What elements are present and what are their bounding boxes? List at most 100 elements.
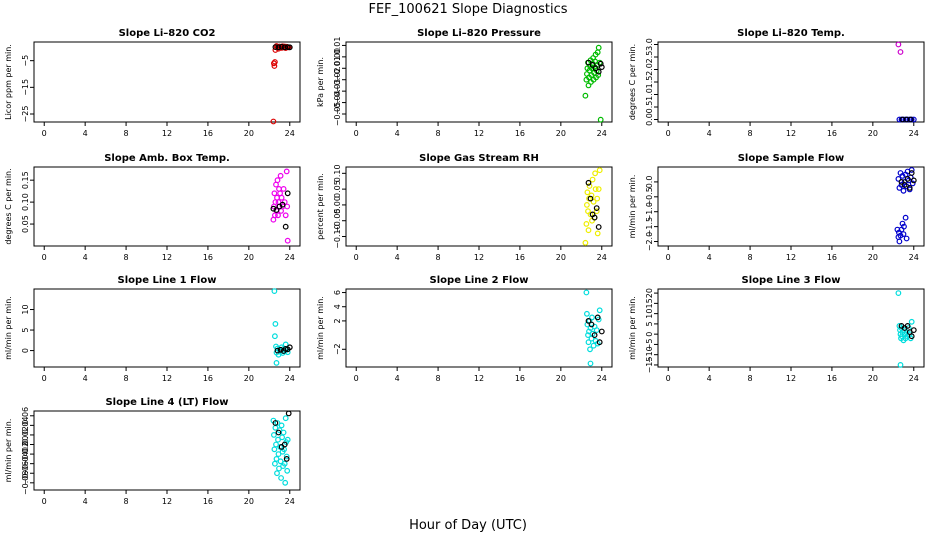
panel-title: Slope Li–820 Temp. <box>737 28 845 39</box>
plot-frame <box>33 410 301 491</box>
data-point-primary <box>593 327 600 334</box>
data-point-primary <box>282 479 289 486</box>
data-point-primary <box>589 314 595 321</box>
y-tick-label: 0 <box>645 332 654 337</box>
data-point-primary <box>588 192 595 199</box>
data-point-black <box>274 347 281 354</box>
x-tick-label: 20 <box>868 129 878 138</box>
y-tick-label: −0.02 <box>333 67 342 92</box>
x-tick-label: 16 <box>515 129 525 138</box>
data-point-primary <box>909 180 916 187</box>
data-point-primary <box>279 434 286 441</box>
x-tick-label: 12 <box>474 129 484 138</box>
data-point-black <box>589 62 596 68</box>
panel-title: Slope Sample Flow <box>738 153 845 164</box>
data-point-primary <box>585 227 592 234</box>
panel-title: Slope Line 4 (LT) Flow <box>105 397 228 408</box>
y-tick-label: 5 <box>645 321 654 326</box>
data-point-primary <box>284 467 291 474</box>
data-point-primary <box>896 238 903 245</box>
data-point-primary <box>584 310 590 317</box>
data-point-black <box>898 178 905 185</box>
panel-7: Slope Line 1 Flow 0 4 8 12 16 20 24 0 5 10 ml/min p… <box>4 275 301 383</box>
x-tick-label: 24 <box>597 129 607 138</box>
data-point-black <box>273 207 280 213</box>
y-axis-label: Licor ppm per min. <box>4 44 13 120</box>
panel-title: Slope Li–820 CO2 <box>119 28 216 39</box>
data-point-primary <box>585 339 592 346</box>
x-tick-label: 0 <box>354 374 359 383</box>
data-point-primary <box>281 460 288 467</box>
y-tick-label: 5 <box>21 328 30 333</box>
data-point-primary <box>595 186 602 193</box>
data-point-black <box>283 456 290 462</box>
data-point-primary <box>284 237 291 244</box>
x-tick-label: 8 <box>436 374 441 383</box>
data-point-black <box>278 43 285 50</box>
plot-frame <box>33 166 301 247</box>
data-point-black <box>279 201 286 208</box>
data-point-black <box>597 60 604 67</box>
data-point-primary <box>594 195 601 202</box>
plot-frame <box>657 41 925 123</box>
y-tick-label: 1.0 <box>645 88 654 101</box>
x-tick-label: 24 <box>909 129 919 138</box>
x-tick-label: 8 <box>124 497 129 506</box>
panel-title: Slope Amb. Box Temp. <box>104 153 230 164</box>
data-point-primary <box>593 208 600 215</box>
x-tick-label: 20 <box>244 374 254 383</box>
data-point-primary <box>272 321 279 327</box>
data-point-black <box>585 318 592 324</box>
data-point-secondary <box>910 116 917 123</box>
data-point-primary <box>895 41 902 48</box>
data-point-black <box>591 332 598 339</box>
y-tick-label: −0.04 <box>333 90 342 115</box>
y-tick-label: 20 <box>645 288 654 298</box>
x-tick-label: 8 <box>124 253 129 262</box>
data-point-primary <box>596 167 603 174</box>
data-point-primary <box>908 318 915 325</box>
data-point-primary <box>895 175 902 182</box>
x-tick-label: 12 <box>474 253 484 262</box>
y-tick-label: 0.10 <box>21 193 30 211</box>
data-point-black <box>906 184 913 191</box>
y-tick-label: −0.04 <box>21 451 30 476</box>
data-point-primary <box>272 333 278 340</box>
y-tick-label: 0 <box>21 348 30 353</box>
x-tick-label: 24 <box>285 129 295 138</box>
x-tick-label: 4 <box>83 374 88 383</box>
x-tick-label: 12 <box>786 374 796 383</box>
y-tick-label: 2 <box>333 318 342 323</box>
data-point-primary <box>584 201 590 208</box>
data-point-primary <box>284 203 291 210</box>
data-point-black <box>598 64 605 70</box>
data-point-primary <box>594 230 601 237</box>
data-point-black <box>585 179 592 186</box>
data-point-primary <box>273 441 279 448</box>
y-axis-label: ml/min per min. <box>628 175 637 239</box>
data-point-black <box>595 224 602 230</box>
y-tick-label: 0.05 <box>333 180 342 198</box>
y-tick-label: −5 <box>21 55 30 67</box>
x-tick-label: 0 <box>42 253 47 262</box>
x-tick-label: 4 <box>395 374 400 383</box>
data-point-primary <box>282 415 289 422</box>
plot-frame <box>33 288 301 368</box>
data-point-black <box>284 44 291 50</box>
x-tick-label: 4 <box>395 253 400 262</box>
data-point-primary <box>278 422 285 429</box>
y-axis-label: degrees C per min. <box>4 168 13 244</box>
plot-frame <box>33 41 301 123</box>
x-tick-label: 20 <box>868 253 878 262</box>
y-tick-label: −15 <box>645 357 654 374</box>
data-point-black <box>910 177 917 184</box>
data-point-primary <box>895 290 902 297</box>
data-point-primary <box>278 475 285 481</box>
data-point-black <box>593 205 600 212</box>
x-tick-label: 8 <box>748 129 753 138</box>
data-point-black <box>272 44 279 50</box>
x-tick-label: 8 <box>748 374 753 383</box>
data-point-primary <box>590 198 597 205</box>
